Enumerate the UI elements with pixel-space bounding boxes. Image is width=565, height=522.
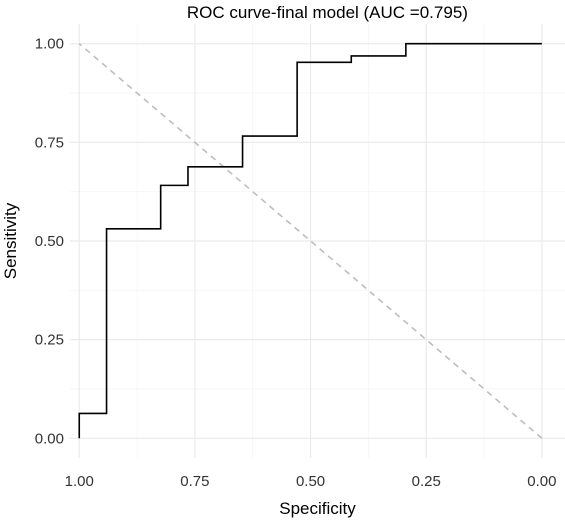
y-tick-label: 0.50	[35, 233, 64, 250]
x-tick-label: 1.00	[65, 473, 94, 490]
reference-diagonal-line	[78, 43, 543, 439]
x-tick-label: 0.25	[412, 473, 441, 490]
x-tick-label: 0.50	[296, 473, 325, 490]
x-tick-label: 0.00	[527, 473, 556, 490]
roc-curve-line	[78, 42, 542, 439]
x-axis-title: Specificity	[279, 499, 356, 518]
y-tick-label: 1.00	[35, 36, 64, 53]
y-tick-label: 0.75	[35, 134, 64, 151]
chart-title: ROC curve-final model (AUC =0.795)	[187, 3, 468, 22]
x-tick-label: 0.75	[180, 473, 209, 490]
grid-layer	[70, 24, 565, 458]
data-layer	[78, 42, 543, 439]
y-tick-label: 0.25	[35, 332, 64, 349]
y-axis-title: Sensitivity	[1, 202, 20, 279]
y-tick-label: 0.00	[35, 430, 64, 447]
tick-layer: 0.00 0.25 0.50 0.75 1.00 1.00 0.75 0.50 0.25 0.00	[35, 36, 557, 490]
